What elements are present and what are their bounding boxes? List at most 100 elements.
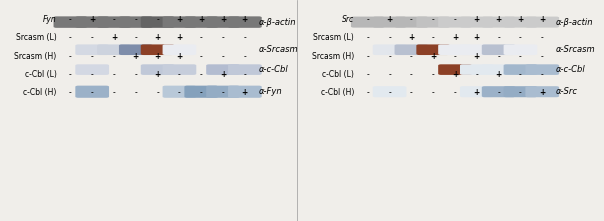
Text: -: - <box>91 88 94 97</box>
Text: +: + <box>155 52 161 61</box>
Text: +: + <box>176 15 182 24</box>
FancyBboxPatch shape <box>206 86 240 98</box>
FancyBboxPatch shape <box>373 44 406 55</box>
FancyBboxPatch shape <box>162 86 196 98</box>
Text: α-Srcasm: α-Srcasm <box>556 45 596 54</box>
FancyBboxPatch shape <box>184 86 218 98</box>
FancyBboxPatch shape <box>504 44 538 55</box>
Text: +: + <box>408 33 414 42</box>
Text: -: - <box>135 70 137 79</box>
FancyBboxPatch shape <box>76 64 109 75</box>
Text: -: - <box>367 70 369 79</box>
Text: -: - <box>475 70 478 79</box>
FancyBboxPatch shape <box>97 16 131 28</box>
FancyBboxPatch shape <box>525 17 559 28</box>
Text: +: + <box>176 33 182 42</box>
Text: -: - <box>200 52 202 61</box>
Text: α-Srcasm: α-Srcasm <box>259 45 298 54</box>
FancyBboxPatch shape <box>482 86 515 97</box>
Text: Srcasm (L): Srcasm (L) <box>16 33 57 42</box>
Text: -: - <box>135 88 137 97</box>
FancyBboxPatch shape <box>482 64 515 75</box>
Text: -: - <box>497 88 500 97</box>
Text: +: + <box>430 52 436 61</box>
Text: -: - <box>69 33 72 42</box>
Text: -: - <box>156 88 159 97</box>
Text: -: - <box>156 15 159 24</box>
Text: -: - <box>222 33 225 42</box>
Text: -: - <box>178 88 181 97</box>
FancyBboxPatch shape <box>162 44 196 55</box>
FancyBboxPatch shape <box>525 86 559 97</box>
FancyBboxPatch shape <box>438 17 472 28</box>
Text: -: - <box>367 33 369 42</box>
Text: -: - <box>410 88 413 97</box>
FancyBboxPatch shape <box>162 16 196 28</box>
Text: α-Fyn: α-Fyn <box>259 87 282 96</box>
Text: -: - <box>388 33 391 42</box>
Text: -: - <box>200 70 202 79</box>
Text: +: + <box>474 52 480 61</box>
Text: α-β-actin: α-β-actin <box>556 18 594 27</box>
Text: -: - <box>367 15 369 24</box>
Text: -: - <box>432 88 435 97</box>
FancyBboxPatch shape <box>460 86 493 97</box>
Text: -: - <box>112 15 115 24</box>
Text: +: + <box>242 88 248 97</box>
Text: -: - <box>135 33 137 42</box>
FancyBboxPatch shape <box>76 16 109 28</box>
Text: -: - <box>200 33 202 42</box>
Text: -: - <box>200 88 202 97</box>
Text: -: - <box>388 88 391 97</box>
Text: -: - <box>410 70 413 79</box>
FancyBboxPatch shape <box>460 17 493 28</box>
FancyBboxPatch shape <box>438 44 472 55</box>
Text: -: - <box>497 52 500 61</box>
FancyBboxPatch shape <box>504 17 538 28</box>
Text: c-Cbl (H): c-Cbl (H) <box>23 88 57 97</box>
Text: -: - <box>432 15 435 24</box>
FancyBboxPatch shape <box>482 44 515 55</box>
Text: -: - <box>69 15 72 24</box>
Text: -: - <box>497 33 500 42</box>
FancyBboxPatch shape <box>373 17 406 28</box>
FancyBboxPatch shape <box>504 64 538 75</box>
FancyBboxPatch shape <box>525 64 559 75</box>
FancyBboxPatch shape <box>97 44 131 55</box>
Text: α-c-Cbl: α-c-Cbl <box>556 65 586 74</box>
Text: -: - <box>112 70 115 79</box>
FancyBboxPatch shape <box>394 17 428 28</box>
Text: -: - <box>432 33 435 42</box>
FancyBboxPatch shape <box>416 44 450 55</box>
Text: -: - <box>519 70 522 79</box>
Text: Srcasm (H): Srcasm (H) <box>312 52 354 61</box>
Text: -: - <box>432 70 435 79</box>
FancyBboxPatch shape <box>228 64 262 75</box>
Text: Fyn: Fyn <box>43 15 57 24</box>
Text: -: - <box>541 33 544 42</box>
Text: +: + <box>474 33 480 42</box>
Text: +: + <box>474 15 480 24</box>
Text: -: - <box>388 70 391 79</box>
FancyBboxPatch shape <box>482 17 515 28</box>
FancyBboxPatch shape <box>438 64 472 75</box>
Text: +: + <box>176 52 182 61</box>
Text: -: - <box>410 15 413 24</box>
Text: +: + <box>198 15 204 24</box>
FancyBboxPatch shape <box>162 64 196 75</box>
FancyBboxPatch shape <box>373 86 406 97</box>
Text: c-Cbl (L): c-Cbl (L) <box>322 70 354 79</box>
FancyBboxPatch shape <box>228 86 262 98</box>
FancyBboxPatch shape <box>184 16 218 28</box>
FancyBboxPatch shape <box>141 16 175 28</box>
Text: -: - <box>112 52 115 61</box>
Text: +: + <box>220 70 226 79</box>
Text: -: - <box>222 52 225 61</box>
Text: -: - <box>367 88 369 97</box>
FancyBboxPatch shape <box>119 16 153 28</box>
Text: -: - <box>69 70 72 79</box>
Text: +: + <box>539 88 545 97</box>
Text: Srcasm (H): Srcasm (H) <box>14 52 57 61</box>
Text: -: - <box>367 52 369 61</box>
Text: -: - <box>519 52 522 61</box>
